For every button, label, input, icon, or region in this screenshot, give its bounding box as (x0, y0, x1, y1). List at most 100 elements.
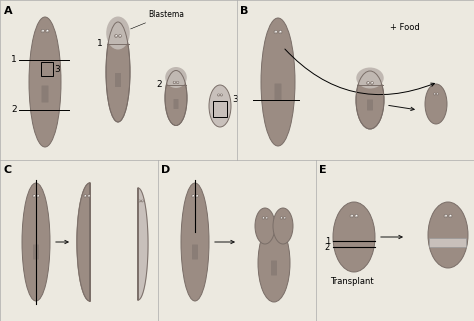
Circle shape (355, 214, 358, 218)
Circle shape (281, 217, 282, 218)
Circle shape (265, 217, 268, 219)
Ellipse shape (425, 84, 447, 124)
Circle shape (368, 82, 369, 83)
Text: 2: 2 (156, 80, 162, 89)
Circle shape (139, 200, 141, 202)
Bar (213, 101, 227, 117)
Circle shape (283, 217, 286, 219)
Ellipse shape (29, 17, 61, 147)
FancyBboxPatch shape (367, 100, 373, 110)
Circle shape (437, 93, 438, 94)
Text: 2: 2 (325, 242, 330, 251)
Bar (90, 181, 116, 303)
Circle shape (116, 35, 117, 36)
Circle shape (220, 94, 222, 96)
Circle shape (89, 195, 90, 196)
Circle shape (356, 215, 357, 216)
Text: 1: 1 (325, 237, 330, 246)
Circle shape (372, 82, 373, 83)
Ellipse shape (356, 71, 384, 129)
Ellipse shape (209, 85, 231, 127)
Circle shape (433, 93, 436, 95)
Circle shape (434, 93, 435, 94)
Ellipse shape (165, 71, 187, 126)
FancyBboxPatch shape (274, 83, 282, 100)
Circle shape (371, 82, 374, 84)
Circle shape (191, 195, 194, 197)
Text: 2: 2 (11, 106, 17, 115)
Ellipse shape (273, 208, 293, 244)
Ellipse shape (106, 22, 130, 122)
Circle shape (47, 30, 48, 31)
Circle shape (195, 195, 199, 197)
Circle shape (280, 31, 281, 32)
Circle shape (85, 195, 86, 196)
Circle shape (444, 214, 447, 218)
Ellipse shape (356, 67, 384, 89)
Ellipse shape (261, 18, 295, 146)
Circle shape (266, 217, 267, 218)
Polygon shape (77, 183, 90, 301)
Circle shape (139, 200, 140, 201)
Circle shape (36, 195, 39, 197)
Circle shape (34, 195, 35, 196)
Text: 3: 3 (232, 94, 238, 103)
Circle shape (115, 34, 118, 38)
Circle shape (38, 195, 39, 196)
Circle shape (141, 200, 143, 202)
FancyBboxPatch shape (42, 85, 48, 102)
Circle shape (274, 30, 277, 34)
Ellipse shape (165, 67, 187, 88)
Circle shape (221, 94, 222, 95)
Circle shape (262, 217, 264, 219)
Circle shape (275, 31, 277, 32)
FancyBboxPatch shape (429, 239, 466, 247)
Ellipse shape (22, 183, 50, 301)
Circle shape (284, 217, 285, 218)
Text: B: B (240, 6, 248, 16)
Circle shape (446, 215, 447, 216)
Circle shape (46, 29, 49, 33)
FancyBboxPatch shape (115, 73, 121, 87)
Polygon shape (138, 188, 148, 300)
FancyBboxPatch shape (271, 261, 277, 275)
Circle shape (366, 82, 370, 84)
Text: C: C (4, 165, 12, 175)
Circle shape (43, 30, 44, 31)
Ellipse shape (428, 202, 468, 268)
Text: + Food: + Food (390, 23, 420, 32)
Text: E: E (319, 165, 327, 175)
Text: Blastema: Blastema (130, 10, 184, 29)
Ellipse shape (77, 183, 103, 301)
Circle shape (84, 195, 87, 197)
Circle shape (450, 215, 451, 216)
Ellipse shape (258, 224, 290, 302)
Circle shape (193, 195, 194, 196)
Circle shape (33, 195, 36, 197)
Ellipse shape (255, 208, 275, 244)
Text: Transplant: Transplant (330, 277, 374, 286)
Bar (41, 62, 53, 76)
Ellipse shape (181, 183, 209, 301)
FancyBboxPatch shape (33, 245, 39, 259)
Circle shape (87, 195, 90, 197)
Ellipse shape (333, 202, 375, 272)
Text: 1: 1 (97, 39, 103, 48)
Circle shape (173, 81, 176, 84)
Circle shape (120, 35, 121, 36)
Ellipse shape (106, 16, 130, 49)
Circle shape (118, 34, 121, 38)
Circle shape (279, 30, 282, 34)
Circle shape (218, 94, 219, 96)
Text: 1: 1 (11, 56, 17, 65)
Circle shape (437, 93, 438, 95)
Circle shape (197, 195, 198, 196)
FancyBboxPatch shape (84, 246, 90, 258)
Circle shape (448, 214, 452, 218)
Circle shape (280, 217, 283, 219)
Circle shape (142, 200, 143, 201)
Text: 3: 3 (54, 65, 60, 74)
Text: D: D (161, 165, 170, 175)
Circle shape (350, 214, 354, 218)
Text: A: A (4, 6, 13, 16)
